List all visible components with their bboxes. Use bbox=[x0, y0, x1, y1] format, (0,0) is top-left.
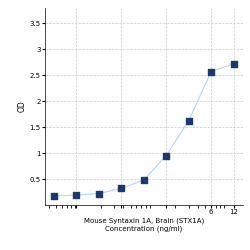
Point bbox=[186, 119, 190, 123]
Point bbox=[52, 194, 56, 198]
X-axis label: Mouse Syntaxin 1A, Brain (STX1A)
Concentration (ng/ml): Mouse Syntaxin 1A, Brain (STX1A) Concent… bbox=[84, 218, 204, 232]
Point bbox=[142, 178, 146, 182]
Point bbox=[74, 193, 78, 197]
Point bbox=[209, 70, 213, 74]
Point bbox=[119, 186, 123, 190]
Point bbox=[164, 154, 168, 158]
Point bbox=[97, 192, 101, 196]
Y-axis label: OD: OD bbox=[18, 100, 27, 112]
Point bbox=[232, 62, 235, 66]
